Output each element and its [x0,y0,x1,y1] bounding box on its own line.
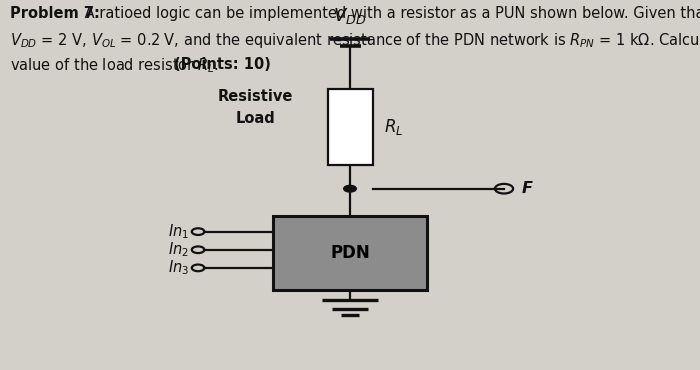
Text: PDN: PDN [330,245,370,262]
Text: (Points: 10): (Points: 10) [174,57,270,72]
Circle shape [344,185,356,192]
Text: Problem 7:: Problem 7: [10,6,99,21]
Text: Load: Load [236,111,275,126]
Text: $In_2$: $In_2$ [168,240,189,259]
Text: F: F [522,181,533,196]
Text: $V_{DD}$: $V_{DD}$ [333,6,367,26]
Text: A ratioed logic can be implemented with a resistor as a PUN shown below. Given t: A ratioed logic can be implemented with … [80,6,700,21]
Text: $In_1$: $In_1$ [168,222,189,241]
Text: value of the load resistor $R_L$.: value of the load resistor $R_L$. [10,57,220,75]
Bar [273,216,427,290]
Text: $V_{DD}$ = 2 V, $V_{OL}$ = 0.2 V, and the equivalent resistance of the PDN netwo: $V_{DD}$ = 2 V, $V_{OL}$ = 0.2 V, and th… [10,31,700,50]
Text: $R_L$: $R_L$ [384,117,404,137]
Text: Resistive: Resistive [218,88,293,104]
Text: $In_3$: $In_3$ [168,259,189,277]
Bar [328,89,373,165]
